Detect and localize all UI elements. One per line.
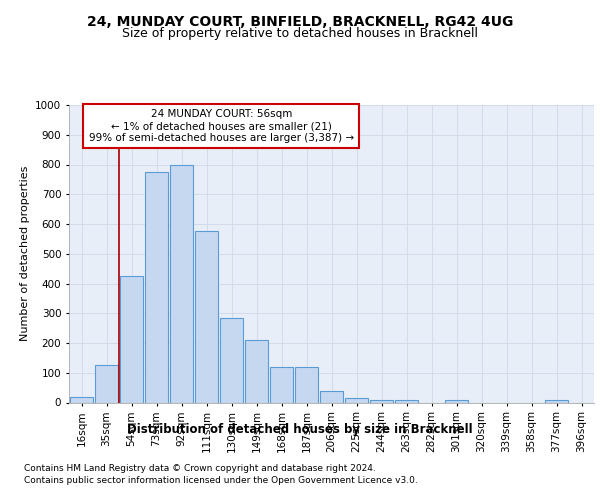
Text: 24 MUNDAY COURT: 56sqm
← 1% of detached houses are smaller (21)
99% of semi-deta: 24 MUNDAY COURT: 56sqm ← 1% of detached … [89,110,354,142]
Bar [370,400,394,402]
Bar [145,172,169,402]
Bar [295,367,319,402]
Bar [269,367,293,402]
Bar [395,400,418,402]
Text: Contains HM Land Registry data © Crown copyright and database right 2024.: Contains HM Land Registry data © Crown c… [24,464,376,473]
Bar [545,400,568,402]
Text: Contains public sector information licensed under the Open Government Licence v3: Contains public sector information licen… [24,476,418,485]
Bar [344,398,368,402]
Bar [70,396,94,402]
Bar [245,340,268,402]
Text: 24, MUNDAY COURT, BINFIELD, BRACKNELL, RG42 4UG: 24, MUNDAY COURT, BINFIELD, BRACKNELL, R… [87,15,513,29]
Text: Size of property relative to detached houses in Bracknell: Size of property relative to detached ho… [122,28,478,40]
Bar [320,390,343,402]
Bar [170,164,193,402]
Bar [194,232,218,402]
Y-axis label: Number of detached properties: Number of detached properties [20,166,29,342]
Bar [95,366,118,403]
Bar [119,276,143,402]
Bar [220,318,244,402]
Bar [445,400,469,402]
Text: Distribution of detached houses by size in Bracknell: Distribution of detached houses by size … [127,422,473,436]
